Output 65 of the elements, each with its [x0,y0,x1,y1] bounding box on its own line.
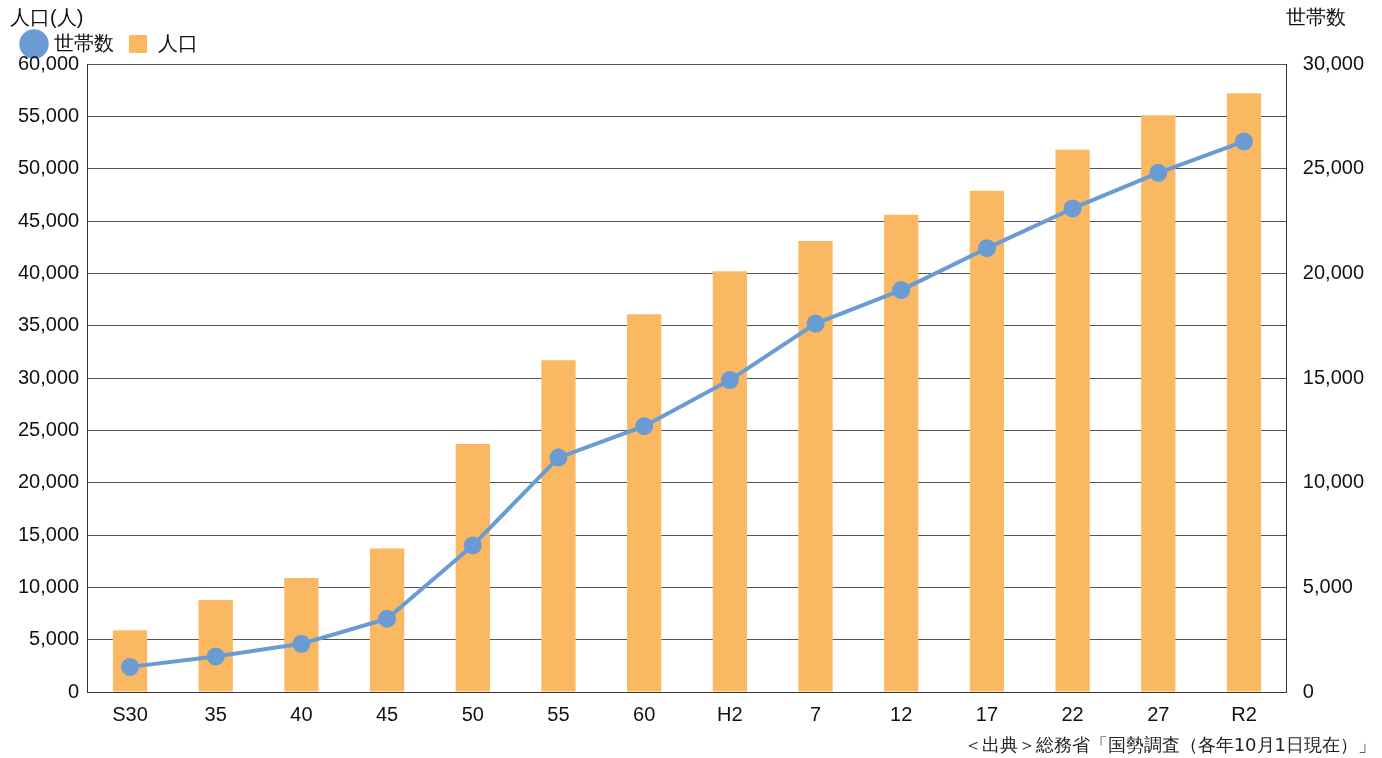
point [892,281,911,300]
x-tick-label: 7 [809,702,822,725]
y-tick-label: 25,000 [18,417,80,440]
point [635,417,654,436]
y-tick-label: 30,000 [18,365,80,388]
legend-label: 世帯数 [54,31,114,54]
x-tick-label: 50 [461,702,484,725]
y2-tick-label: 30,000 [1302,51,1364,74]
y-tick-label: 55,000 [18,103,80,126]
bar [369,548,405,692]
point [1063,199,1082,218]
bar [1226,93,1262,692]
point [463,536,482,555]
x-tick-label: 27 [1147,702,1170,725]
point [1149,163,1168,182]
bar [798,240,833,692]
y2-axis-title: 世帯数 [1286,5,1346,28]
y2-tick-label: 0 [1302,679,1314,702]
y2-tick-label: 20,000 [1302,260,1364,283]
y-tick-label: 60,000 [18,51,80,74]
y-tick-label: 5,000 [29,627,80,650]
bar [627,314,662,692]
bar [884,214,919,692]
bar [712,271,747,692]
y-tick-label: 20,000 [18,470,80,493]
y2-tick-label: 5,000 [1302,574,1353,597]
y-tick-label: 40,000 [18,260,80,283]
y2-tick-label: 10,000 [1302,470,1364,493]
y-tick-label: 50,000 [18,156,80,179]
bar [541,360,576,692]
bar [1055,149,1090,692]
text: ＜出典＞総務省「国勢調査（各年10月1日現在）」 [963,733,1376,757]
bar [198,599,233,692]
y-tick-label: 0 [68,679,80,702]
y2-tick-label: 25,000 [1302,156,1364,179]
y-tick-label: 10,000 [18,574,80,597]
bar [1141,115,1176,692]
point [977,239,996,258]
y2-tick-label: 15,000 [1302,365,1364,388]
x-tick-label: H2 [717,702,743,725]
point [292,634,311,653]
legend-label: 人口 [158,31,198,54]
point [1234,132,1253,151]
y-tick-label: 45,000 [18,208,80,231]
x-tick-label: 17 [975,702,999,725]
bar [969,190,1005,692]
y-axis-title: 人口(人) [10,5,84,28]
x-tick-label: S30 [112,702,148,725]
bar [284,577,319,692]
bar [455,443,490,692]
x-tick-label: 55 [547,702,570,725]
point [378,609,397,628]
point [549,448,568,467]
point [720,371,739,390]
x-tick-label: R2 [1231,702,1257,725]
x-tick-label: 40 [290,702,313,725]
y-tick-label: 35,000 [18,313,80,336]
point [806,314,825,333]
y-tick-label: 15,000 [18,522,80,545]
x-tick-label: 22 [1061,702,1084,725]
point [206,647,225,666]
x-tick-label: 12 [890,702,913,725]
x-tick-label: 60 [633,702,656,725]
x-tick-label: 45 [375,702,399,725]
x-tick-label: 35 [204,702,227,725]
